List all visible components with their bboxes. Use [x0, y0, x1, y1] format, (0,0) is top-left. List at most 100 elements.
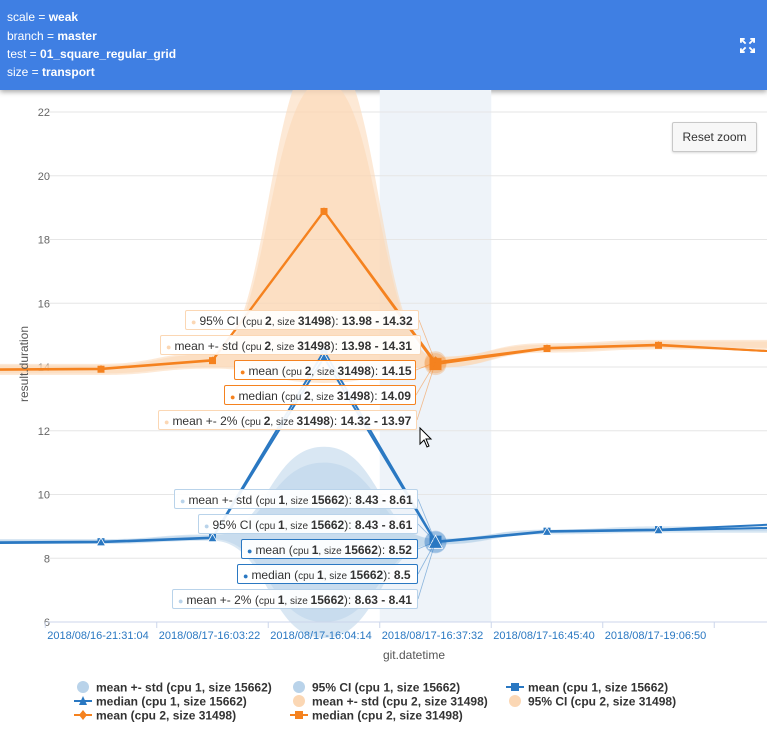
series-line	[0, 209, 767, 371]
y-tick-label: 10	[38, 490, 50, 502]
legend-label: median (cpu 2, size 31498)	[312, 708, 463, 723]
legend-item[interactable]: mean +- std (cpu 1, size 15662)	[74, 680, 272, 697]
tooltip-cpu: 2	[304, 389, 311, 403]
legend-label: mean +- std (cpu 2, size 31498)	[312, 694, 488, 709]
series-dot-icon: ●	[204, 521, 210, 531]
data-point	[207, 532, 218, 543]
tooltip-blue: ● median (cpu 1, size 15662): 8.5	[237, 564, 418, 584]
legend-circle-icon	[509, 695, 521, 707]
tooltip-cpu: 2	[263, 414, 271, 428]
filter-size: size = transport	[7, 65, 95, 79]
y-axis-label: result.duration	[17, 326, 31, 402]
tooltip-orange: ● mean +- std (cpu 2, size 31498): 13.98 …	[160, 335, 421, 355]
tooltip-size: 15662	[311, 493, 345, 507]
tooltip-value: 14.09	[380, 389, 411, 403]
header-bar: scale = weak branch = master test = 01_s…	[0, 0, 767, 90]
series-dot-icon: ●	[180, 496, 186, 506]
tooltip-label: mean +- std	[174, 339, 239, 353]
tooltip-value: 14.15	[381, 364, 412, 378]
series-dot-icon: ●	[240, 367, 246, 377]
y-tick-label: 20	[38, 171, 50, 183]
filter-test: test = 01_square_regular_grid	[7, 47, 177, 61]
tooltip-cpu: 2	[304, 364, 312, 378]
series-dot-icon: ●	[247, 546, 253, 556]
tooltip-label: mean	[255, 543, 286, 557]
tooltip-blue: ● mean +- std (cpu 1, size 15662): 8.43 -…	[174, 489, 418, 509]
legend-item[interactable]: 95% CI (cpu 2, size 31498)	[506, 694, 676, 711]
legend-line-marker-icon	[506, 683, 524, 691]
legend-label: mean +- std (cpu 1, size 15662)	[96, 680, 272, 695]
series-dot-icon: ●	[243, 571, 249, 581]
reset-zoom-button[interactable]: Reset zoom	[672, 122, 757, 152]
tooltip-connector	[418, 319, 436, 363]
tooltip-connector	[415, 362, 436, 396]
tooltip-label: mean +- std	[188, 493, 253, 507]
tooltip-label: median	[238, 389, 278, 403]
legend-line-marker-icon	[74, 696, 92, 705]
legend-line-marker-icon	[74, 710, 92, 720]
tooltip-connector	[420, 344, 436, 363]
legend-item[interactable]: mean (cpu 2, size 31498)	[74, 708, 236, 725]
tooltip-size: 31498	[296, 414, 330, 428]
x-tick-label: 2018/08/17-16:37:32	[382, 630, 484, 642]
series-line	[0, 355, 767, 544]
series-dot-icon: ●	[178, 596, 184, 606]
tooltip-orange: ● mean (cpu 2, size 31498): 14.15	[234, 360, 416, 380]
tooltip-value: 8.52	[388, 543, 412, 557]
tooltip-blue: ● mean +- 2% (cpu 1, size 15662): 8.63 - …	[172, 589, 418, 609]
tooltip-size: 15662	[310, 593, 344, 607]
series-dot-icon: ●	[191, 317, 197, 327]
data-point	[541, 526, 553, 536]
data-point	[97, 365, 105, 373]
tooltip-cpu: 1	[278, 493, 286, 507]
x-tick-label: 2018/08/17-16:03:22	[159, 630, 261, 642]
legend-item[interactable]: 95% CI (cpu 1, size 15662)	[290, 680, 460, 697]
x-tick-label: 2018/08/17-16:45:40	[493, 630, 595, 642]
tooltip-label: mean +- 2%	[172, 414, 238, 428]
filter-branch: branch = master	[7, 29, 97, 43]
legend-label: 95% CI (cpu 2, size 31498)	[528, 694, 677, 709]
x-axis-label: git.datetime	[383, 648, 445, 662]
tooltip-blue: ● 95% CI (cpu 1, size 15662): 8.43 - 8.61	[198, 514, 418, 534]
tooltip-value: 13.98 - 14.31	[341, 339, 412, 353]
data-point	[209, 357, 216, 365]
tooltip-size: 31498	[297, 339, 331, 353]
tooltip-orange: ● 95% CI (cpu 2, size 31498): 13.98 - 14.…	[185, 310, 419, 330]
legend-circle-icon	[293, 695, 305, 707]
tooltip-connector	[415, 361, 436, 371]
tooltip-value: 8.43 - 8.61	[354, 518, 413, 532]
tooltip-cpu: 1	[277, 593, 285, 607]
x-tick-label: 2018/08/17-16:04:14	[270, 630, 372, 642]
fullscreen-icon[interactable]	[740, 38, 755, 53]
legend-label: mean (cpu 2, size 31498)	[96, 708, 237, 723]
legend-item[interactable]: median (cpu 2, size 31498)	[290, 708, 463, 725]
tooltip-label: mean	[248, 364, 279, 378]
tooltip-connector	[417, 541, 436, 600]
tooltip-cpu: 1	[317, 568, 324, 582]
tooltip-value: 8.43 - 8.61	[355, 493, 413, 507]
y-tick-label: 18	[38, 235, 50, 247]
tooltip-connector	[417, 498, 436, 542]
data-point	[543, 345, 551, 353]
tooltip-label: mean +- 2%	[186, 593, 252, 607]
legend-item[interactable]: median (cpu 1, size 15662)	[74, 694, 247, 711]
tooltip-connector	[416, 362, 436, 421]
legend-label: mean (cpu 1, size 15662)	[528, 680, 669, 695]
tooltip-size: 15662	[349, 568, 384, 582]
data-point	[320, 207, 328, 215]
tooltip-blue: ● mean (cpu 1, size 15662): 8.52	[241, 539, 418, 559]
legend-label: 95% CI (cpu 1, size 15662)	[312, 680, 461, 695]
tooltip-size: 15662	[344, 543, 378, 557]
legend-item[interactable]: mean +- std (cpu 2, size 31498)	[290, 694, 488, 711]
tooltip-value: 13.98 - 14.32	[341, 314, 413, 328]
tooltip-size: 15662	[310, 518, 345, 532]
legend-line-marker-icon	[290, 711, 308, 719]
tooltip-cpu: 1	[311, 543, 319, 557]
tooltip-value: 8.5	[393, 568, 411, 582]
data-point	[95, 536, 107, 547]
tooltip-label: 95% CI	[212, 518, 252, 532]
tooltip-orange: ● mean +- 2% (cpu 2, size 31498): 14.32 -…	[158, 410, 417, 430]
legend-circle-icon	[77, 681, 89, 693]
tooltip-size: 31498	[336, 389, 371, 403]
legend-item[interactable]: mean (cpu 1, size 15662)	[506, 680, 668, 697]
